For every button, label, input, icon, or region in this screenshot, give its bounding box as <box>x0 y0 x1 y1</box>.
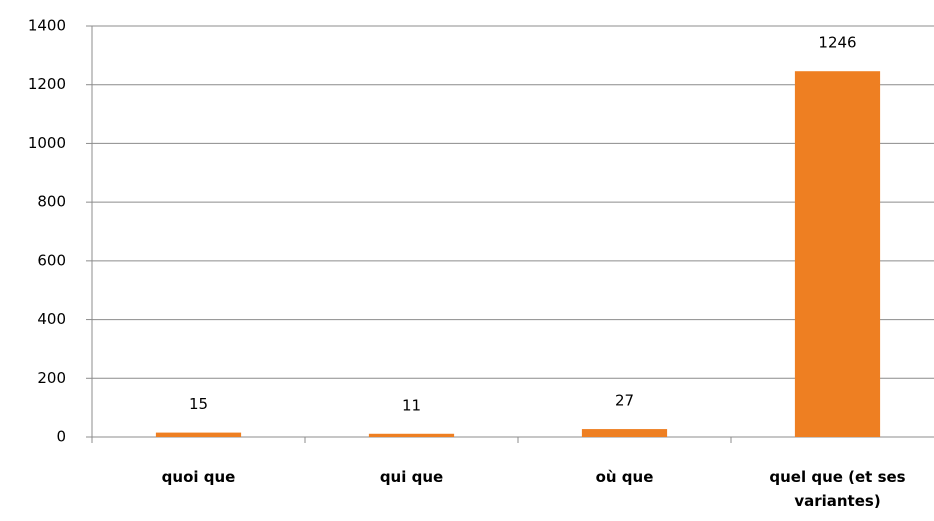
y-tick-label: 600 <box>37 251 66 269</box>
data-label: 11 <box>402 396 421 414</box>
y-tick-label: 1000 <box>28 134 66 152</box>
bar <box>155 432 242 437</box>
x-tick-label: où que <box>595 468 654 486</box>
y-tick-label: 200 <box>37 369 66 387</box>
bar <box>794 71 881 438</box>
y-tick-label: 800 <box>37 193 66 211</box>
y-tick-label: 1200 <box>28 75 66 93</box>
data-label: 1246 <box>818 34 856 52</box>
x-tick-label: quoi que <box>161 468 236 486</box>
bar <box>368 433 455 437</box>
x-tick-label: quel que (et ses variantes) <box>769 468 906 510</box>
data-label: 27 <box>615 392 634 410</box>
y-tick-label: 0 <box>56 428 66 446</box>
y-tick-label: 1400 <box>28 17 66 35</box>
bar <box>581 429 668 437</box>
y-tick-label: 400 <box>37 310 66 328</box>
data-label: 15 <box>189 395 208 413</box>
x-tick-label: qui que <box>379 468 444 486</box>
